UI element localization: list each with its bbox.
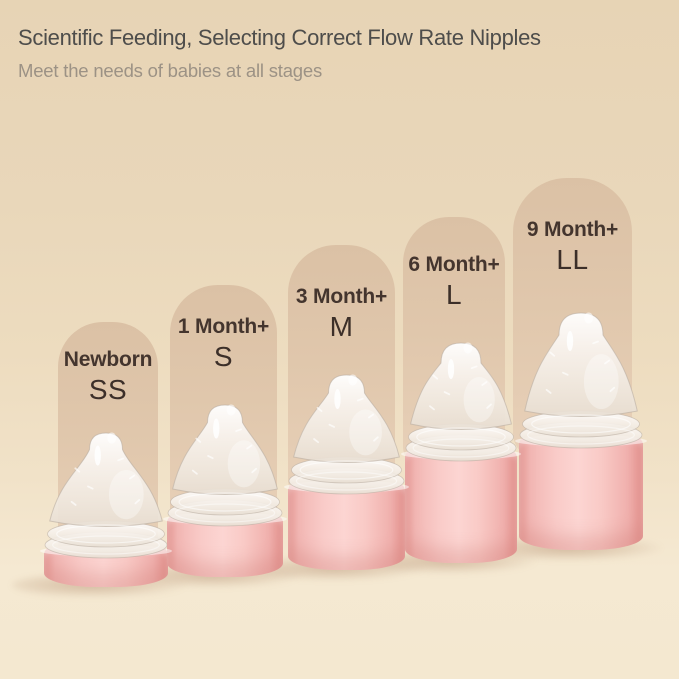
bottle-cap: [405, 448, 517, 563]
age-label: Newborn: [63, 348, 153, 371]
age-label: 9 Month+: [526, 218, 619, 241]
flow-size-label: LL: [556, 244, 589, 275]
age-label: 3 Month+: [295, 285, 388, 308]
nipple-illustration: [163, 404, 287, 527]
age-label: 6 Month+: [408, 253, 500, 276]
nipple-illustration: [515, 312, 647, 449]
age-label: 1 Month+: [177, 315, 270, 338]
page-title: Scientific Feeding, Selecting Correct Fl…: [18, 25, 541, 50]
flow-size-label: SS: [88, 374, 128, 405]
nipple-illustration: [40, 432, 172, 559]
flow-size-label: M: [329, 311, 354, 342]
nipple-illustration: [401, 342, 521, 462]
nipple-illustration: [284, 374, 409, 495]
header: Scientific Feeding, Selecting Correct Fl…: [18, 24, 541, 82]
flow-size-label: L: [445, 279, 463, 310]
flow-size-label: S: [213, 341, 234, 372]
page-subtitle: Meet the needs of babies at all stages: [18, 59, 323, 81]
